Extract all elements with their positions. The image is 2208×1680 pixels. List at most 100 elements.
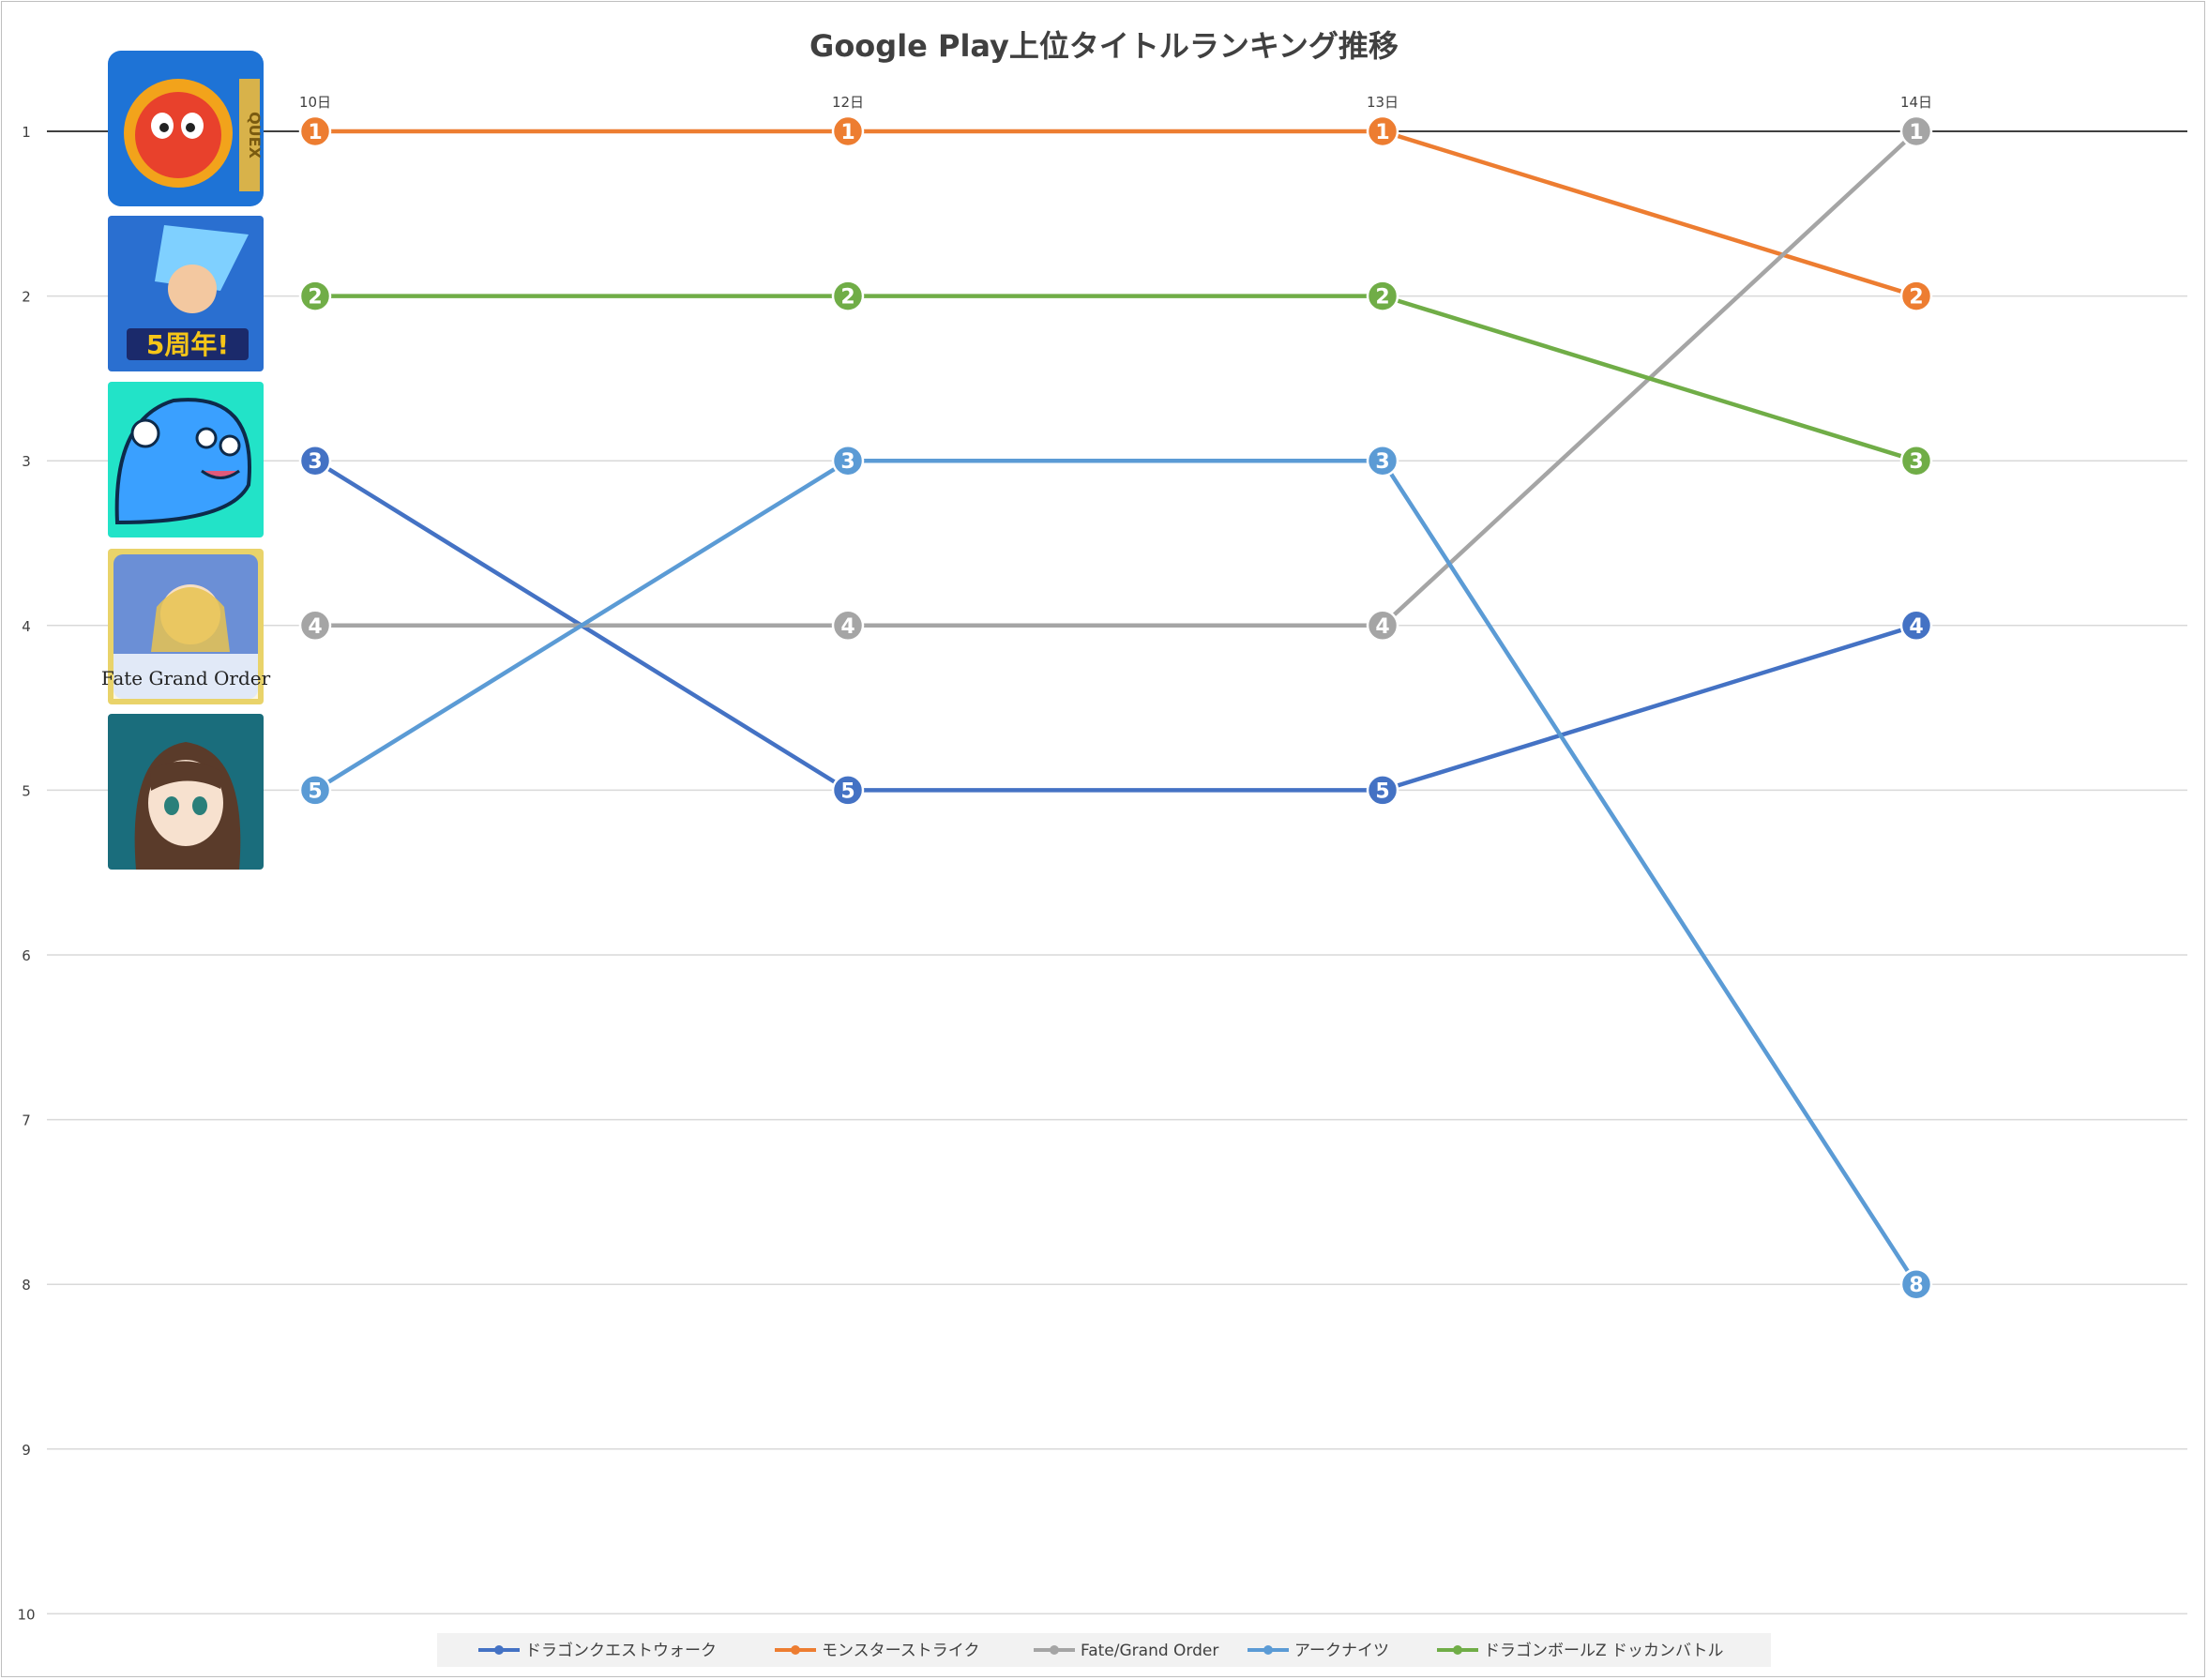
data-point: 3 [298,444,332,477]
dragon-quest-walk-app-icon [108,382,264,537]
y-tick-label: 5 [22,782,31,799]
data-label: 4 [1375,615,1389,639]
data-point: 4 [298,609,332,643]
series-lines [312,129,1919,1287]
data-label: 2 [840,286,854,310]
data-label: 1 [1375,121,1389,144]
x-axis-ticks: 10日 12日 13日 14日 [299,94,1932,111]
y-axis-ticks: 1 2 3 4 5 6 7 8 9 10 [17,124,35,1623]
grid-lines [47,130,2187,1615]
x-tick-label: 13日 [1367,94,1399,111]
data-marker [1899,1267,1933,1301]
data-marker [831,609,865,643]
data-marker [1366,609,1399,643]
x-tick-label: 14日 [1900,94,1932,111]
series-line [312,129,1919,628]
data-point: 4 [831,609,865,643]
data-point: 4 [1899,609,1933,643]
data-marker [1899,609,1933,643]
data-point: 2 [1899,280,1933,312]
legend-entry: モンスターストライク [775,1642,979,1660]
data-point: 1 [298,114,332,148]
series-line [312,458,1919,1287]
y-tick-label: 8 [22,1277,31,1294]
data-marker [831,774,865,807]
data-label: 8 [1909,1274,1923,1297]
y-tick-label: 2 [22,289,31,306]
data-label: 3 [1375,450,1389,474]
data-point: 5 [298,774,332,807]
legend-marker [1453,1645,1462,1655]
legend-label: Fate/Grand Order [1081,1642,1218,1660]
data-point: 2 [831,280,865,312]
data-label: 2 [1375,286,1389,310]
data-marker [831,444,865,477]
series-line [312,129,1919,298]
data-marker [298,774,332,807]
monster-strike-app-icon: QUEX [108,51,264,206]
legend-entry: ドラゴンボールZ ドッカンバトル [1437,1641,1724,1660]
legend-label: アークナイツ [1294,1642,1389,1660]
data-point: 2 [298,280,332,312]
fate-grand-order-app-icon: Fate Grand Order [101,549,271,704]
data-marker [1366,774,1399,807]
data-point: 5 [1366,774,1399,807]
chart-title: Google Play上位タイトルランキング推移 [809,28,1399,64]
data-point: 4 [1366,609,1399,643]
chart-legend: ドラゴンクエストウォーク モンスターストライク Fate/Grand Order アー… [437,1633,1771,1667]
data-point: 3 [1366,444,1399,477]
data-point: 1 [1366,114,1399,148]
data-point: 8 [1899,1267,1933,1301]
data-marker [298,444,332,477]
data-label: 3 [840,450,854,474]
data-label: 1 [840,121,854,144]
y-tick-label: 10 [17,1606,35,1623]
data-marker [1899,444,1933,477]
data-point: 2 [1366,280,1399,312]
data-label: 3 [308,450,322,474]
data-marker [831,280,865,312]
legend-background [437,1633,1771,1667]
data-marker [1899,280,1933,312]
data-label: 4 [308,615,322,639]
data-label: 2 [308,286,322,310]
data-label: 1 [1909,121,1923,144]
legend-label: モンスターストライク [822,1642,979,1660]
dokkan-battle-app-icon: 5周年! [108,216,264,371]
y-tick-label: 6 [22,947,31,964]
data-label: 5 [1375,779,1389,803]
legend-label: ドラゴンボールZ ドッカンバトル [1484,1641,1724,1660]
legend-marker [1050,1645,1059,1655]
data-point: 1 [1899,114,1933,148]
data-point: 3 [1899,444,1933,477]
legend-entry: Fate/Grand Order [1034,1642,1218,1660]
data-point: 1 [831,114,865,148]
y-tick-label: 7 [22,1112,31,1129]
data-point: 5 [831,774,865,807]
legend-entry: ドラゴンクエストウォーク [478,1641,717,1660]
data-label: 3 [1909,450,1923,474]
y-tick-label: 9 [22,1442,31,1459]
data-label: 2 [1909,286,1923,310]
data-marker [298,280,332,312]
legend-marker [494,1645,504,1655]
data-marker [298,114,332,148]
legend-marker [1263,1645,1273,1655]
y-tick-label: 1 [22,124,31,141]
data-label: 4 [840,615,854,639]
icon-caption: Fate Grand Order [101,667,271,689]
app-icon-column: QUEX 5周年! Fate Grand Order [101,51,271,870]
legend-entry: アークナイツ [1248,1642,1389,1660]
icon-caption: 5周年! [146,329,229,360]
icon-caption: QUEX [246,112,264,159]
data-label: 5 [840,779,854,803]
arknights-app-icon [108,714,264,870]
data-marker [298,609,332,643]
data-label: 1 [308,121,322,144]
data-marker [1366,114,1399,148]
data-label: 4 [1909,615,1923,639]
data-marker [1899,114,1933,148]
data-marker [1366,444,1399,477]
